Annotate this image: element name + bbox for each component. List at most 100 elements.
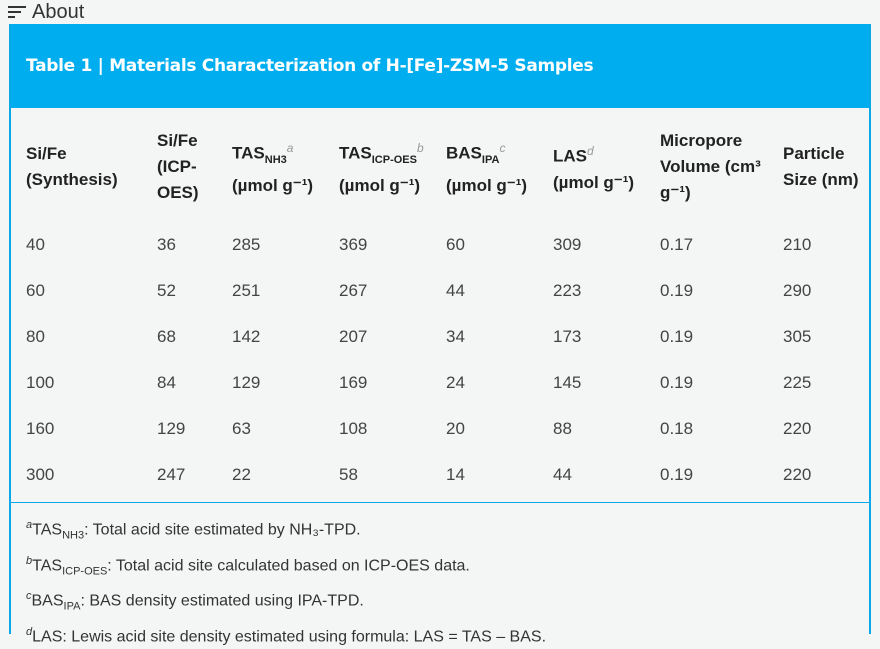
table-cell: 129 [232,373,261,392]
table-cell: 24 [446,373,465,392]
table-cell: 223 [553,281,582,300]
footnote-mark: b [416,140,424,155]
footnote-term: TAS [32,556,63,574]
table-cell: 220 [783,465,812,484]
menu-icon[interactable] [8,5,26,19]
table-cell: 80 [26,327,45,346]
table-cell: 207 [339,327,368,346]
table-cell: 63 [232,419,251,438]
table-cell: 169 [339,373,368,392]
col-header-tas-nh3: TASNH3a (µmol g⁻¹) [232,108,339,222]
header-unit: (µmol g⁻¹) [553,172,635,192]
header-row: Si/Fe (Synthesis) Si/Fe (ICP-OES) TASNH3… [26,108,868,222]
table-cell: 88 [553,419,572,438]
footnote-sub: NH3 [62,529,85,542]
header-text: Particle Size (nm) [783,144,859,189]
col-header-micropore-volume: Micropore Volume (cm³ g⁻¹) [660,108,783,222]
about-label[interactable]: About [32,0,85,23]
col-header-sife-synthesis: Si/Fe (Synthesis) [26,108,157,222]
about-bar[interactable]: About [0,0,84,24]
header-sub: NH3 [264,154,287,167]
header-sub: IPA [481,154,500,167]
header-text: TAS [232,143,265,163]
footnote-mark: c [499,140,506,155]
table-cell: 84 [157,373,176,392]
data-table: Si/Fe (Synthesis) Si/Fe (ICP-OES) TASNH3… [26,108,868,498]
footnote-sub: ICP-OES [62,565,108,578]
table-row: 40 36 285 369 60 309 0.17 210 [26,222,868,268]
footnote-term: LAS [32,627,63,645]
footnote: cBASIPA: BAS density estimated using IPA… [26,584,869,620]
footnote-text: : Total acid site estimated by NH₃-TPD. [84,521,361,539]
footnote-text: : Total acid site calculated based on IC… [107,556,470,574]
table-cell: 14 [446,465,465,484]
footnote-mark: a [286,140,294,155]
table-cell: 0.19 [660,373,694,392]
footnote-mark: d [587,144,594,159]
header-text: Micropore Volume (cm³ g⁻¹) [660,131,761,202]
table-cell: 36 [157,235,176,254]
table-cell: 60 [26,281,45,300]
header-text: TAS [339,143,372,163]
table-cell: 129 [157,419,186,438]
table-cell: 173 [553,327,582,346]
footnote: dLAS: Lewis acid site density estimated … [26,620,869,649]
table-cell: 60 [446,235,465,254]
footnote: aTASNH3: Total acid site estimated by NH… [26,513,869,549]
footnote: bTASICP-OES: Total acid site calculated … [26,549,869,585]
table-cell: 305 [783,327,812,346]
header-text: Si/Fe (ICP-OES) [157,131,199,202]
table-cell: 247 [157,465,186,484]
footnote-term: TAS [32,521,63,539]
table-cell: 285 [232,235,261,254]
table-header-banner: Table 1 | Materials Characterization of … [11,24,869,108]
table-cell: 0.18 [660,419,694,438]
table-cell: 52 [157,281,176,300]
header-unit: (µmol g⁻¹) [232,176,314,196]
col-header-las: LASd (µmol g⁻¹) [553,108,660,222]
table-row: 80 68 142 207 34 173 0.19 305 [26,314,868,360]
header-text: LAS [553,146,587,166]
table-cell: 145 [553,373,582,392]
header-unit: (µmol g⁻¹) [339,176,421,196]
table-title: Table 1 | Materials Characterization of … [26,56,594,76]
table-cell: 225 [783,373,812,392]
table-cell: 0.19 [660,327,694,346]
footnote-mark: c [26,590,32,603]
table-row: 300 247 22 58 14 44 0.19 220 [26,452,868,498]
table-cell: 44 [553,465,572,484]
table-cell: 369 [339,235,368,254]
table-cell: 210 [783,235,812,254]
table-cell: 309 [553,235,582,254]
table-cell: 0.17 [660,235,694,254]
table-cell: 300 [26,465,55,484]
table-cell: 267 [339,281,368,300]
table-cell: 44 [446,281,465,300]
table-cell: 22 [232,465,251,484]
footnote-mark: a [26,519,33,531]
header-unit: (µmol g⁻¹) [446,176,528,196]
table-cell: 160 [26,419,55,438]
header-text: BAS [446,143,482,163]
table-cell: 20 [446,419,465,438]
table-row: 160 129 63 108 20 88 0.18 220 [26,406,868,452]
table-row: 60 52 251 267 44 223 0.19 290 [26,268,868,314]
col-header-bas-ipa: BASIPAc (µmol g⁻¹) [446,108,553,222]
table-cell: 34 [446,327,465,346]
footnote-text: : BAS density estimated using IPA-TPD. [80,592,364,610]
col-header-sife-icp: Si/Fe (ICP-OES) [157,108,232,222]
table-cell: 0.19 [660,281,694,300]
table-cell: 220 [783,419,812,438]
table-card: Table 1 | Materials Characterization of … [9,24,871,645]
table-cell: 40 [26,235,45,254]
footnote-term: BAS [31,592,64,610]
table-cell: 100 [26,373,55,392]
header-text: Si/Fe (Synthesis) [26,144,118,189]
header-sub: ICP-OES [371,154,417,167]
table-cell: 0.19 [660,465,694,484]
table-cell: 290 [783,281,812,300]
table-cell: 142 [232,327,261,346]
table-cell: 251 [232,281,261,300]
col-header-particle-size: Particle Size (nm) [783,108,868,222]
footnote-text: : Lewis acid site density estimated usin… [62,627,547,645]
